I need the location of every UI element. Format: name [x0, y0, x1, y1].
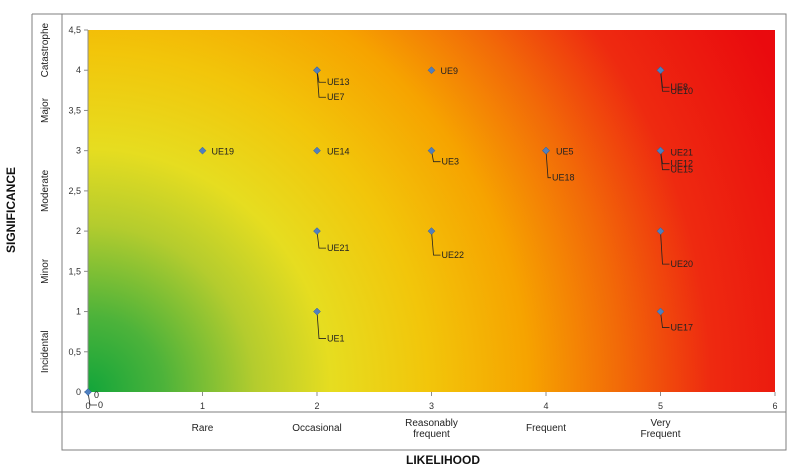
data-point-label: UE3	[442, 157, 460, 167]
data-point-group: 0	[84, 388, 103, 410]
data-point-group: UE19	[198, 146, 235, 157]
data-point-label: UE8	[671, 82, 689, 92]
y-tick-label: 3,5	[68, 105, 81, 115]
x-tick-label: 5	[658, 401, 663, 411]
data-point-label: UE21	[327, 243, 350, 253]
y-category-label: Minor	[40, 258, 51, 284]
y-category-label: Incidental	[40, 330, 51, 373]
y-tick-label: 0,5	[68, 347, 81, 357]
data-point-marker	[656, 146, 665, 155]
x-tick-label: 1	[200, 401, 205, 411]
data-point-label: UE1	[327, 334, 345, 344]
heatmap-background	[88, 30, 775, 392]
data-point-marker	[656, 66, 665, 75]
data-point-label: UE7	[327, 92, 345, 102]
data-point-label: UE9	[441, 66, 459, 76]
data-point-marker	[198, 146, 207, 155]
leader-line	[316, 70, 326, 98]
data-point-label: UE14	[327, 147, 350, 157]
data-point-label: UE20	[671, 259, 694, 269]
data-point-label: UE5	[556, 147, 574, 157]
data-point-label: 0	[98, 400, 103, 410]
y-axis-title: SIGNIFICANCE	[4, 167, 18, 253]
x-category-labels: Rare Occasional Reasonably frequent Frequent…	[192, 418, 681, 440]
y-tick-label: 1,5	[68, 266, 81, 276]
leader-line	[431, 150, 441, 163]
y-tick-label: 4,5	[68, 25, 81, 35]
data-point-marker	[313, 66, 321, 75]
x-tick-label: 2	[314, 401, 319, 411]
data-points: 00 UE19 UE13 UE7 UE14 UE21 UE1 UE9 UE3 UE22 UE5 UE1…	[84, 66, 694, 410]
data-point-group: UE1	[313, 307, 345, 344]
leader-line	[660, 231, 670, 265]
data-point-group: UE21	[313, 227, 350, 253]
data-point-marker	[427, 227, 436, 235]
data-point-marker	[313, 307, 321, 316]
x-axis-title: LIKELIHOOD	[406, 453, 480, 467]
data-point-marker	[656, 307, 665, 316]
data-point-marker	[542, 146, 550, 155]
data-point-label: UE13	[327, 77, 350, 87]
y-category-label: Moderate	[40, 169, 51, 212]
data-point-label: UE15	[671, 165, 694, 175]
data-point-marker	[427, 66, 436, 75]
y-tick-label: 3	[76, 146, 81, 156]
data-point-marker	[427, 146, 436, 155]
data-point-group: UE20	[656, 227, 694, 269]
data-point-label: 0	[94, 390, 99, 400]
data-point-group: UE15	[656, 146, 694, 175]
data-point-marker	[84, 388, 92, 396]
data-point-label: UE17	[671, 323, 694, 333]
data-point-group: UE10	[656, 66, 694, 96]
leader-line	[316, 231, 326, 249]
leader-line	[660, 150, 670, 171]
leader-line	[87, 391, 97, 406]
x-tick-label: 4	[543, 401, 548, 411]
y-tick-label: 2	[76, 226, 81, 236]
data-point-group: UE3	[427, 146, 460, 167]
y-tick-label: 0	[76, 387, 81, 397]
data-point-label: UE18	[552, 173, 575, 183]
x-tick-label: 0	[85, 401, 90, 411]
y-category-label: Major	[40, 97, 51, 123]
leader-line	[660, 70, 670, 92]
y-tick-label: 4	[76, 65, 81, 75]
x-category-label: Very Frequent	[640, 418, 680, 440]
leader-line	[316, 311, 326, 339]
data-point-group: UE22	[427, 227, 465, 260]
x-category-label: Frequent	[526, 423, 566, 434]
leader-line	[545, 150, 551, 179]
x-tick-label: 3	[429, 401, 434, 411]
data-point-group: UE17	[656, 307, 694, 333]
x-category-label: Reasonably frequent	[405, 418, 458, 440]
x-category-label: Occasional	[292, 423, 341, 434]
leader-line	[431, 231, 441, 256]
data-point-group: UE18	[542, 146, 575, 183]
data-point-marker	[656, 227, 665, 235]
leader-line	[660, 311, 670, 328]
data-point-marker	[313, 146, 321, 155]
x-tick-label: 6	[772, 401, 777, 411]
y-category-label: Catastrophe	[40, 22, 51, 77]
axis-ticks: 0 0,5 1 1,5 2 2,5 3 3,5 4 4,5 0 1 2 3 4 5 6	[68, 25, 777, 411]
data-point-label: UE21	[671, 148, 694, 158]
data-point-label: UE10	[671, 86, 694, 96]
chart-frames	[31, 13, 787, 451]
y-tick-label: 2,5	[68, 186, 81, 196]
y-category-labels: Incidental Minor Moderate Major Catastrophe	[40, 22, 51, 373]
data-point-label: UE19	[212, 147, 235, 157]
data-point-label: UE22	[442, 250, 465, 260]
y-tick-label: 1	[76, 307, 81, 317]
data-point-group: UE9	[427, 66, 459, 76]
data-point-label: UE12	[671, 159, 694, 169]
x-category-label: Rare	[192, 423, 214, 434]
data-point-group: UE14	[313, 146, 350, 157]
data-point-group: UE7	[313, 66, 345, 102]
data-point-marker	[313, 227, 321, 235]
